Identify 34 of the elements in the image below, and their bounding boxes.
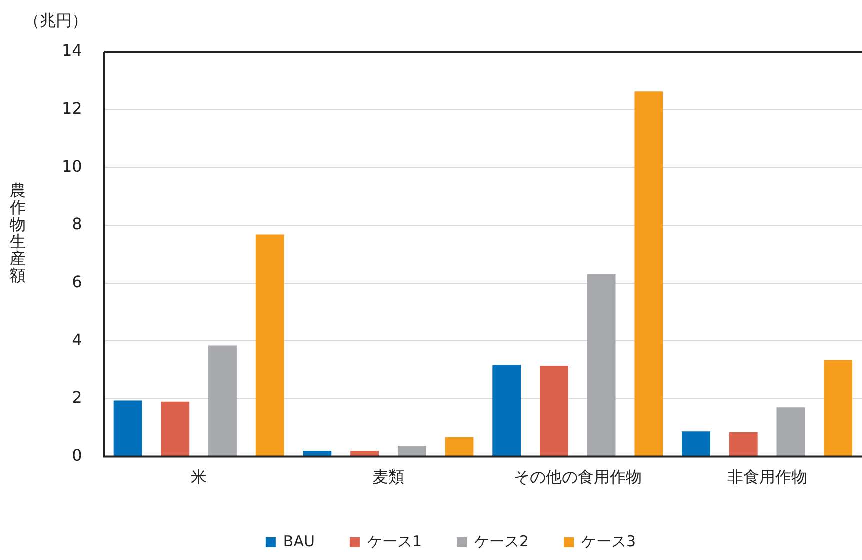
y-tick-label: 14: [62, 41, 82, 60]
y-tick-label: 6: [72, 272, 82, 292]
y-tick-label: 2: [72, 388, 82, 408]
bar: [161, 402, 190, 456]
y-tick-label: 4: [72, 330, 82, 350]
bar: [398, 446, 426, 456]
bar: [492, 365, 522, 456]
y-axis-title: 農作物生産額: [9, 181, 26, 286]
legend-label: BAU: [283, 532, 315, 550]
bar: [350, 451, 380, 456]
bar: [114, 400, 142, 456]
y-tick-label: 12: [62, 98, 82, 118]
bar: [445, 437, 474, 456]
legend-label: ケース3: [582, 532, 636, 550]
bar: [776, 408, 806, 456]
x-tick-label: 麦類: [372, 468, 404, 487]
y-tick-label: 10: [62, 156, 82, 176]
text: （兆円）: [24, 11, 88, 30]
legend-label: ケース1: [367, 532, 422, 550]
bar: [303, 451, 332, 456]
bar: [634, 92, 664, 456]
bar: [729, 432, 758, 456]
bar: [587, 274, 616, 456]
x-tick-label: 非食用作物: [727, 468, 808, 487]
bar: [824, 360, 853, 456]
bar: [682, 432, 710, 456]
bar: [540, 366, 568, 456]
y-tick-label: 0: [72, 446, 82, 465]
y-tick-label: 8: [72, 214, 82, 234]
bar: [256, 234, 284, 456]
x-tick-label: その他の食用作物: [514, 468, 642, 487]
x-tick-label: 米: [191, 468, 208, 487]
bar: [208, 346, 237, 456]
legend-label: ケース2: [474, 532, 530, 550]
